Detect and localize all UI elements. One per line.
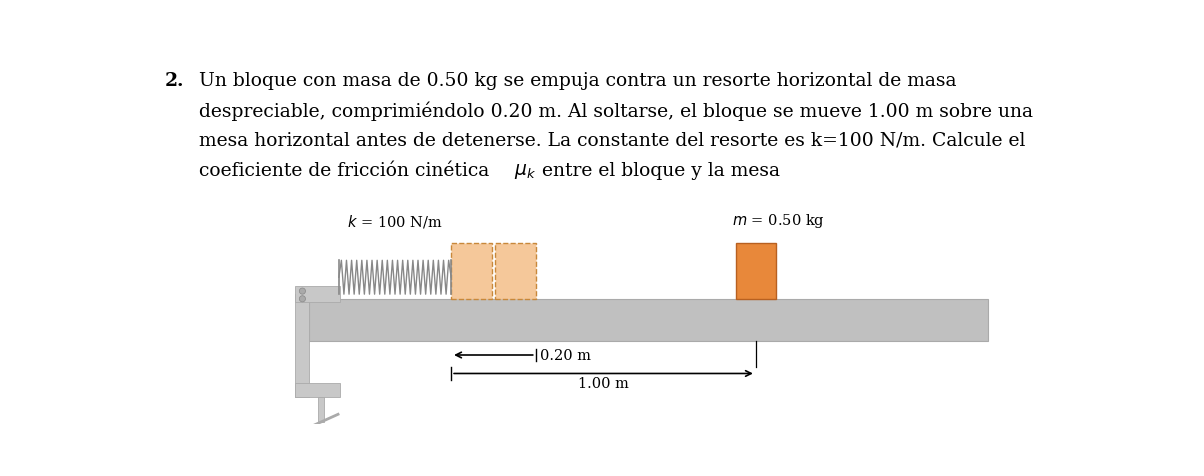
Text: 1.00 m: 1.00 m [578,376,628,390]
Text: mesa horizontal antes de detenerse. La constante del resorte es k=100 N/m. Calcu: mesa horizontal antes de detenerse. La c… [199,132,1025,149]
Circle shape [300,296,306,302]
Bar [495,244,536,299]
Text: 2.: 2. [165,72,184,89]
Text: $m$ = 0.50 kg: $m$ = 0.50 kg [732,212,825,230]
Text: $k$ = 100 N/m: $k$ = 100 N/m [347,213,442,230]
Bar [452,244,491,299]
Bar [318,397,324,422]
Bar [309,299,987,341]
Bar [295,383,341,397]
Text: despreciable, comprimiéndolo 0.20 m. Al soltarse, el bloque se mueve 1.00 m sobr: despreciable, comprimiéndolo 0.20 m. Al … [199,102,1033,121]
Text: Un bloque con masa de 0.50 kg se empuja contra un resorte horizontal de masa: Un bloque con masa de 0.50 kg se empuja … [199,72,956,89]
Bar [736,244,775,299]
Text: $\mu_k$: $\mu_k$ [514,162,536,180]
Text: 0.20 m: 0.20 m [539,348,590,362]
Bar [295,295,309,397]
Circle shape [300,288,306,295]
Text: entre el bloque y la mesa: entre el bloque y la mesa [536,162,780,179]
Bar [295,287,341,302]
Text: coeficiente de fricción cinética: coeficiente de fricción cinética [199,162,495,179]
